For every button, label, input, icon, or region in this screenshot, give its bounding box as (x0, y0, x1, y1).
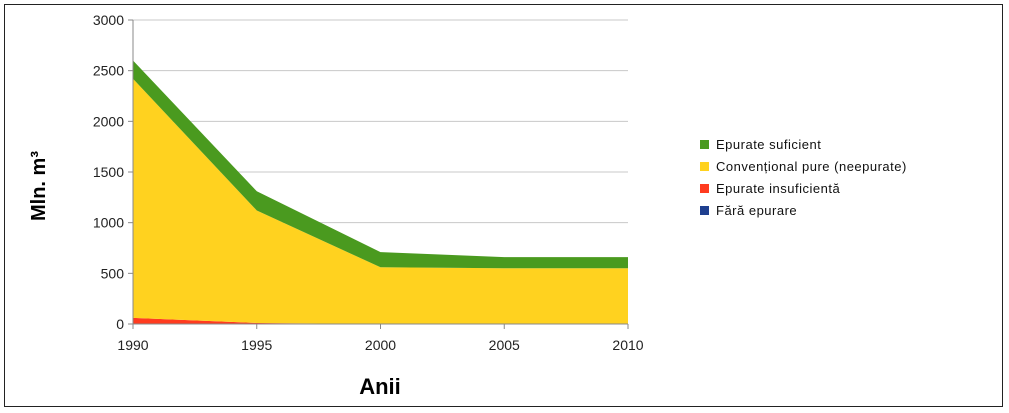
x-tick-label: 1990 (117, 337, 148, 353)
y-tick-label: 1000 (93, 215, 124, 231)
legend-label: Fără epurare (716, 202, 798, 218)
legend-item-fara-epurare: Fără epurare (700, 199, 907, 221)
legend-swatch (700, 183, 709, 193)
y-tick-label: 2000 (93, 113, 124, 129)
series-areas (133, 60, 628, 324)
x-tick-label: 1995 (241, 337, 272, 353)
x-tick-label: 2010 (612, 337, 643, 353)
legend-swatch (700, 161, 709, 171)
area-conventional-pure-neepurate (133, 78, 628, 324)
y-tick-label: 3000 (93, 12, 124, 28)
legend-item-epurate-insuficienta: Epurate insuficientă (700, 177, 907, 199)
legend-item-conventional-pure-neepurate: Convențional pure (neepurate) (700, 155, 907, 177)
legend-item-epurate-suficient: Epurate suficient (700, 133, 907, 155)
y-tick-label: 1500 (93, 164, 124, 180)
legend-swatch (700, 205, 709, 215)
x-tick-label: 2005 (489, 337, 520, 353)
legend-label: Epurate suficient (716, 136, 822, 152)
y-tick-label: 500 (101, 265, 125, 281)
chart-legend: Epurate suficient Convențional pure (neep… (700, 133, 907, 221)
y-tick-label: 2500 (93, 63, 124, 79)
y-axis-label: Mln. m³ (28, 151, 50, 221)
legend-label: Convențional pure (neepurate) (716, 158, 907, 174)
y-tick-label: 0 (116, 316, 124, 332)
x-axis-label: Anii (359, 374, 401, 399)
x-tick-labels: 1990 1995 2000 2005 2010 (117, 337, 643, 353)
x-tick-label: 2000 (365, 337, 396, 353)
legend-swatch (700, 139, 709, 149)
axes (132, 20, 629, 329)
y-tick-labels: 0 500 1000 1500 2000 2500 3000 (93, 12, 124, 332)
area-epurate-insuficienta (133, 317, 628, 324)
legend-label: Epurate insuficientă (716, 180, 841, 196)
